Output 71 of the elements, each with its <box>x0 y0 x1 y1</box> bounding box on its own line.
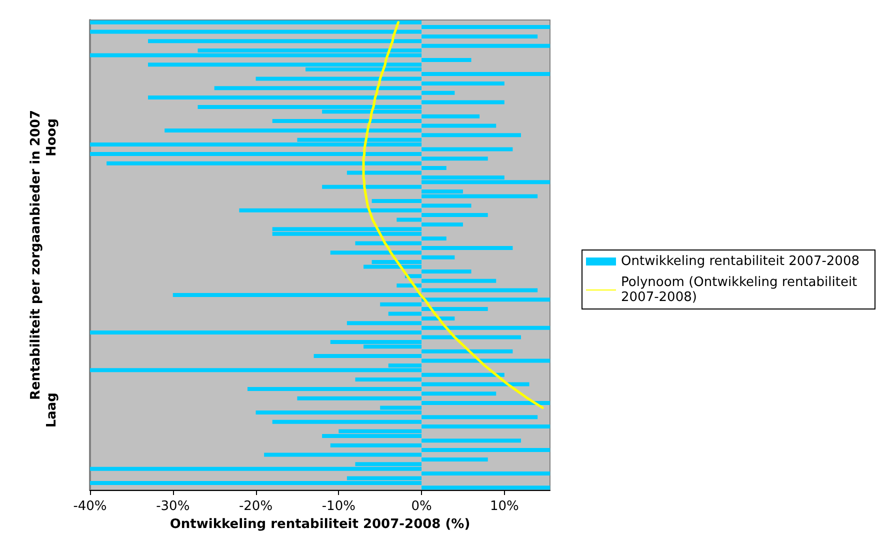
bar <box>422 415 538 420</box>
bar <box>422 166 446 170</box>
bar <box>422 392 496 396</box>
bar <box>422 438 521 443</box>
bar <box>148 96 422 100</box>
legend-label: Ontwikkeling rentabiliteit 2007-2008 <box>621 254 860 269</box>
x-tick-label: -30% <box>156 499 190 514</box>
bar <box>322 434 422 438</box>
bar <box>90 152 422 156</box>
bar <box>172 292 422 297</box>
bar <box>422 255 455 260</box>
bar <box>422 448 550 452</box>
text: Laag <box>44 392 60 428</box>
bar <box>422 246 513 250</box>
bar <box>314 354 422 358</box>
bar <box>380 302 422 306</box>
bar <box>247 386 422 391</box>
bar <box>422 204 472 208</box>
bar <box>422 486 550 490</box>
bar <box>422 44 550 48</box>
x-tick-label: -10% <box>322 499 356 514</box>
bar <box>422 457 488 462</box>
bar <box>422 72 550 76</box>
x-axis-title: Ontwikkeling rentabiliteit 2007-2008 (%) <box>170 517 470 532</box>
text: Hoog <box>44 118 60 157</box>
bar <box>148 39 422 44</box>
x-tick-label: -40% <box>73 499 107 514</box>
bar <box>355 378 422 382</box>
bar <box>422 316 455 320</box>
bar <box>372 198 422 203</box>
bar <box>422 156 488 161</box>
bar <box>422 25 550 30</box>
bar <box>90 480 422 485</box>
bar <box>239 208 422 212</box>
bar <box>422 298 550 302</box>
bar <box>422 349 513 354</box>
bar <box>422 236 446 241</box>
bar <box>330 250 422 255</box>
x-tick-label: -20% <box>238 499 273 514</box>
bar <box>422 372 504 377</box>
bar <box>90 20 422 24</box>
bar <box>422 472 550 476</box>
bar <box>422 213 488 218</box>
bar <box>422 269 472 274</box>
bar <box>422 81 504 86</box>
bar <box>297 396 422 400</box>
bar <box>422 90 455 95</box>
y-axis-title: Rentabiliteit per zorgaanbieder in 2007 <box>28 110 44 400</box>
bar <box>272 119 422 124</box>
bar <box>214 86 422 90</box>
bar <box>422 114 480 118</box>
bar <box>422 278 496 283</box>
bar <box>256 410 422 414</box>
bar <box>422 424 550 429</box>
bar <box>422 34 538 38</box>
bar <box>272 420 422 424</box>
bar <box>422 307 488 312</box>
bar <box>422 401 550 406</box>
x-tick-label: 10% <box>490 499 519 514</box>
bar <box>106 161 422 166</box>
bar <box>330 443 422 448</box>
x-tick-label: 0% <box>411 499 432 514</box>
bar <box>422 326 550 330</box>
bar <box>164 128 422 132</box>
bar <box>422 58 472 62</box>
bar <box>346 321 422 326</box>
bar <box>90 330 422 335</box>
bar <box>322 184 422 189</box>
bar <box>422 133 521 138</box>
bar <box>422 222 463 226</box>
legend-label: Polynoom (Ontwikkeling rentabiliteit 2007-2008) <box>621 275 862 305</box>
